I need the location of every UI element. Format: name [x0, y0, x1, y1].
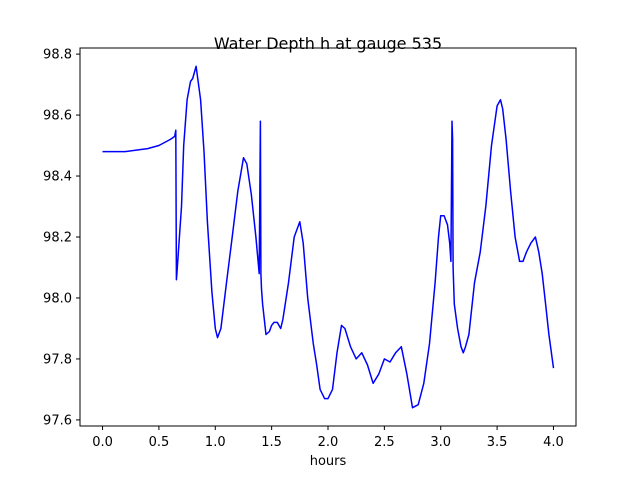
y-tick-label: 97.8 — [43, 352, 72, 367]
y-tick-label: 98.4 — [43, 170, 72, 185]
y-axis-ticks: 97.6 97.8 98.0 98.2 98.4 98.6 98.8 — [43, 48, 80, 428]
x-tick-label: 1.5 — [261, 435, 282, 450]
y-tick-label: 98.8 — [43, 48, 72, 63]
x-tick-label: 0.5 — [149, 435, 170, 450]
x-tick-label: 4.0 — [543, 435, 564, 450]
x-tick-label: 0.0 — [92, 435, 113, 450]
y-tick-label: 98.2 — [43, 231, 72, 246]
x-tick-label: 1.0 — [205, 435, 226, 450]
x-axis-ticks: 0.0 0.5 1.0 1.5 2.0 2.5 3.0 3.5 4.0 — [92, 426, 564, 450]
y-tick-label: 97.6 — [43, 413, 72, 428]
y-tick-label: 98.6 — [43, 109, 72, 124]
y-tick-label: 98.0 — [43, 291, 72, 306]
x-tick-label: 2.0 — [318, 435, 339, 450]
series-layer — [102, 65, 555, 409]
x-tick-label: 3.0 — [430, 435, 451, 450]
x-tick-label: 3.5 — [487, 435, 508, 450]
series-line — [102, 65, 555, 409]
x-axis-label: hours — [309, 454, 347, 469]
x-tick-label: 2.5 — [374, 435, 395, 450]
